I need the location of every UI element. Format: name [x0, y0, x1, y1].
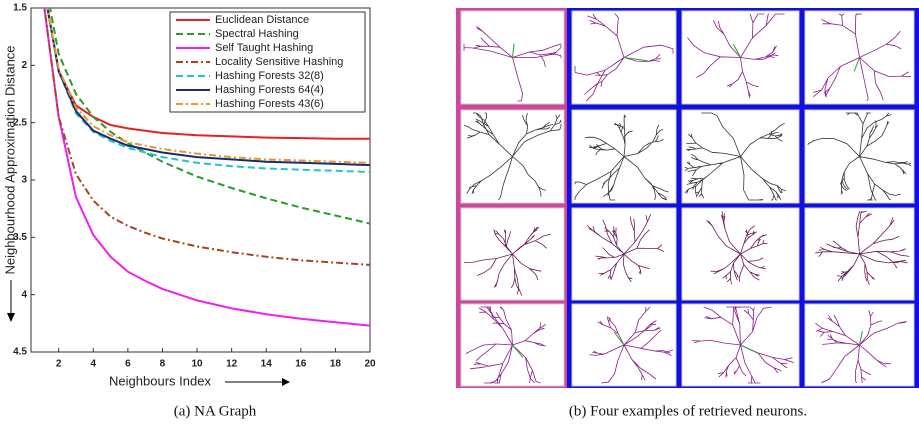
neuron-axon [740, 344, 760, 355]
x-arrow-head [282, 378, 290, 386]
y-tick-label: 4 [21, 289, 27, 300]
y-arrow-head [7, 313, 15, 322]
neuron [574, 13, 674, 102]
chart: Neighbours Index Neighbourhood Approxima… [2, 3, 376, 389]
y-tick-label: 3.5 [13, 232, 27, 243]
neuron [586, 213, 665, 283]
neuron-axon [512, 344, 524, 358]
x-tick-label: 10 [191, 359, 203, 370]
neuron-axon [623, 57, 648, 62]
neuron-grid [456, 8, 919, 388]
neuron-axon [732, 43, 741, 58]
neuron-axon [512, 43, 515, 58]
y-tick-label: 3 [21, 175, 27, 186]
x-tick-label: 16 [295, 359, 307, 370]
neuron-axon [853, 57, 860, 72]
neuron [815, 310, 907, 384]
y-tick-label: 4.5 [13, 347, 27, 358]
legend-label: Hashing Forests 43(6) [215, 98, 324, 110]
caption-b: (b) Four examples of retrieved neurons. [569, 403, 807, 419]
series-line [49, 8, 370, 225]
neuron [589, 306, 674, 384]
neuron [463, 226, 551, 296]
neuron [465, 306, 547, 384]
neuron [463, 25, 562, 102]
x-tick-label: 12 [226, 359, 238, 370]
x-tick-label: 8 [160, 359, 166, 370]
neuron-axon [613, 331, 625, 346]
neuron [684, 112, 787, 201]
x-axis-label: Neighbours Index [109, 373, 211, 388]
neuron [574, 114, 669, 201]
x-tick-label: 2 [56, 359, 62, 370]
legend-label: Self Taught Hashing [215, 42, 313, 54]
y-tick-label: 2.5 [13, 117, 27, 128]
neuron [463, 112, 562, 201]
thumbnail [460, 303, 565, 387]
y-tick-label: 2 [21, 60, 27, 71]
x-tick-label: 14 [261, 359, 273, 370]
x-tick-label: 18 [330, 359, 342, 370]
plot-area [43, 8, 370, 327]
legend-label: Euclidean Distance [215, 14, 309, 26]
caption-a: (a) NA Graph [174, 403, 257, 419]
neuron [813, 13, 912, 102]
legend-label: Hashing Forests 64(4) [215, 84, 324, 96]
legend-label: Locality Sensitive Hashing [215, 56, 343, 68]
x-tick-label: 4 [90, 359, 96, 370]
neuron [807, 112, 912, 201]
x-tick-label: 20 [364, 359, 376, 370]
series-line [46, 8, 370, 173]
y-axis-label: Neighbourhood Approximation Distance [2, 45, 17, 274]
legend: Euclidean Distance Spectral Hashing Self T… [169, 11, 366, 113]
series-line [46, 8, 370, 164]
series-line [46, 8, 370, 167]
x-tick-label: 6 [125, 359, 131, 370]
neuron [706, 211, 768, 285]
neuron-axon [859, 330, 863, 346]
y-tick-label: 1.5 [13, 3, 27, 14]
series-line [43, 8, 370, 266]
neuron [687, 13, 785, 98]
series-line [46, 8, 370, 140]
legend-label: Hashing Forests 32(8) [215, 70, 324, 82]
neuron [815, 210, 910, 285]
series-line [43, 8, 370, 327]
legend-label: Spectral Hashing [215, 28, 299, 40]
